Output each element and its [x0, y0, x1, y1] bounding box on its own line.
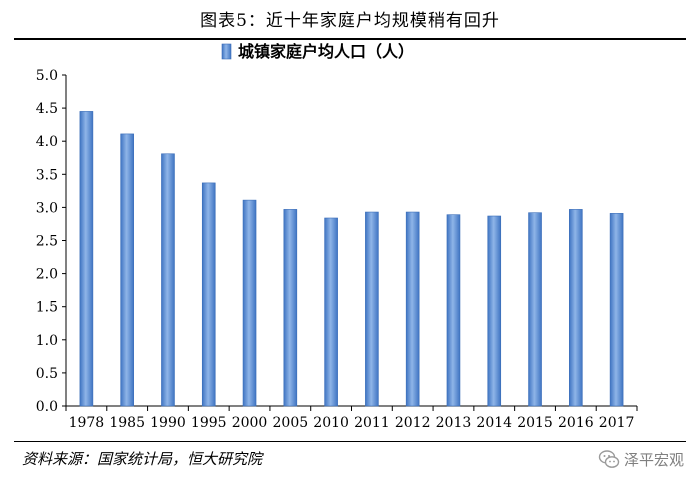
x-tick-label: 1978 — [69, 415, 105, 431]
x-axis: 1978 1985 1990 1995 2000 2005 2010 2011 2012 2013… — [65, 405, 638, 431]
x-tick-label: 2014 — [476, 415, 512, 431]
y-tick-label: 2.5 — [36, 234, 58, 250]
bar-2011 — [365, 211, 379, 407]
source-note: 资料来源：国家统计局，恒大研究院 — [22, 450, 263, 468]
top-rule — [14, 38, 686, 40]
watermark-text: 泽平宏观 — [623, 450, 684, 469]
x-tick-label: 2010 — [313, 415, 349, 431]
y-tick-label: 1.5 — [36, 300, 58, 316]
x-tick-label: 1985 — [109, 415, 145, 431]
x-tick-label: 2017 — [599, 415, 635, 431]
bar-2010 — [324, 217, 338, 407]
bar-2017 — [609, 213, 624, 407]
y-tick-label: 5.0 — [36, 68, 58, 84]
y-tick-label: 0.5 — [36, 366, 58, 382]
x-tick-label: 2013 — [436, 415, 472, 431]
bar-chart: 城镇家庭户均人口（人） 0.0 0.5 1.0 1.5 2.0 2.5 3.0 3.5 4.0 4… — [36, 42, 638, 431]
x-tick-label: 2015 — [517, 415, 553, 431]
chart-legend: 城镇家庭户均人口（人） — [221, 42, 414, 61]
y-tick-label: 0.0 — [36, 399, 58, 415]
y-tick-label: 3.5 — [36, 167, 58, 183]
y-tick-label: 2.0 — [36, 267, 58, 283]
bar-1978 — [79, 111, 94, 407]
x-tick-label: 2012 — [395, 415, 431, 431]
bar-2015 — [528, 212, 542, 407]
x-tick-label: 2000 — [232, 415, 268, 431]
x-tick-label: 2005 — [273, 415, 309, 431]
y-tick-label: 4.5 — [36, 101, 58, 117]
bar-2013 — [446, 214, 461, 407]
bar-2000 — [242, 199, 257, 407]
bar-2005 — [283, 209, 298, 407]
legend-swatch — [221, 43, 232, 60]
x-tick-label: 1990 — [150, 415, 186, 431]
bottom-rule — [14, 441, 686, 442]
y-tick-label: 4.0 — [36, 134, 58, 150]
bar-2016 — [569, 209, 583, 407]
bar-2012 — [405, 211, 420, 407]
x-tick-label: 1995 — [191, 415, 227, 431]
bar-1990 — [161, 153, 175, 407]
bars — [79, 111, 624, 407]
y-tick-label: 1.0 — [36, 333, 58, 349]
x-tick-label: 2011 — [354, 415, 390, 431]
x-tick-label: 2016 — [558, 415, 594, 431]
y-axis: 0.0 0.5 1.0 1.5 2.0 2.5 3.0 3.5 4.0 4.5 5.0 — [36, 68, 67, 415]
bar-1985 — [120, 133, 134, 407]
legend-label: 城镇家庭户均人口（人） — [238, 42, 414, 61]
bar-2014 — [487, 215, 502, 407]
figure-title: 图表5：近十年家庭户均规模稍有回升 — [200, 11, 500, 31]
y-tick-label: 3.0 — [36, 200, 58, 216]
chat-bubbles-icon — [598, 450, 620, 468]
bar-1995 — [201, 182, 216, 407]
watermark: 泽平宏观 — [598, 448, 684, 470]
